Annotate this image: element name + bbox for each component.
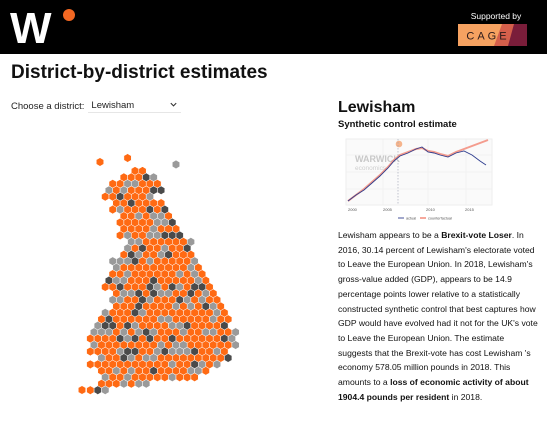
district-hex[interactable] — [116, 230, 125, 240]
district-hex[interactable] — [78, 385, 86, 395]
uk-hex-map[interactable] — [60, 150, 270, 400]
district-hex[interactable] — [172, 159, 180, 170]
chevron-down-icon — [170, 102, 177, 107]
district-hex[interactable] — [212, 359, 221, 369]
brexit-status: Brexit-vote Loser — [441, 230, 512, 240]
cage-logo[interactable]: CAGE — [458, 24, 527, 46]
district-hex[interactable] — [93, 385, 102, 395]
chart-subtitle: Synthetic control estimate — [338, 119, 457, 130]
district-chooser-label: Choose a district: — [11, 100, 85, 112]
legend-actual-label: actual — [406, 217, 416, 221]
counterfactual-series — [347, 139, 489, 202]
district-hex[interactable] — [175, 372, 184, 382]
page-title: District-by-district estimates — [11, 62, 268, 83]
chart-year-tick: 2000 — [348, 207, 358, 212]
district-hex[interactable] — [168, 372, 177, 382]
district-name: Lewisham — [338, 99, 416, 116]
chart-year-tick: 2010 — [426, 207, 436, 212]
district-hex[interactable] — [134, 379, 143, 389]
district-hex[interactable] — [123, 153, 132, 163]
actual-series — [347, 146, 487, 202]
svg-text:W: W — [10, 6, 52, 48]
legend-counterfactual-label: counterfactual — [428, 217, 452, 221]
chart-watermark-dot — [395, 140, 403, 148]
district-hex[interactable] — [101, 282, 110, 292]
district-hex[interactable] — [153, 372, 162, 382]
district-hex[interactable] — [190, 372, 199, 382]
svg-text:CAGE: CAGE — [466, 31, 509, 43]
supported-by-label: Supported by — [470, 11, 522, 21]
district-description: Lewisham appears to be a Brexit-vote Los… — [338, 230, 538, 402]
chart-year-tick: 2005 — [383, 207, 393, 212]
loss-per-resident: loss of economic activity of about 1904.… — [338, 377, 529, 402]
district-hex[interactable] — [101, 192, 110, 202]
header-bar: W Supported by CAGE — [0, 0, 547, 54]
district-hex[interactable] — [112, 379, 121, 389]
district-hex[interactable] — [86, 346, 95, 357]
warwick-economics-logo[interactable]: W — [10, 6, 76, 48]
district-select[interactable]: Lewisham — [88, 99, 182, 113]
district-hex[interactable] — [127, 379, 136, 389]
district-hex[interactable] — [101, 385, 110, 395]
district-hex[interactable] — [86, 385, 95, 395]
district-hex[interactable] — [119, 379, 128, 389]
district-hex[interactable] — [142, 379, 151, 389]
district-hex[interactable] — [86, 359, 95, 369]
district-hex[interactable] — [224, 353, 233, 363]
district-hex[interactable] — [201, 366, 210, 376]
chart-watermark-sub: economics — [355, 165, 387, 172]
district-select-value: Lewisham — [91, 100, 135, 111]
district-hex[interactable] — [157, 185, 166, 195]
chart-watermark: WARWICK — [355, 154, 400, 164]
district-chooser: Choose a district: Lewisham — [11, 99, 182, 113]
district-hex[interactable] — [108, 205, 117, 215]
district-hex[interactable] — [183, 372, 192, 382]
synthetic-control-chart: WARWICK economics 2000 2005 2010 2015 ac… — [338, 135, 496, 223]
district-hex[interactable] — [231, 340, 240, 350]
chart-year-tick: 2015 — [465, 207, 475, 212]
district-hex[interactable] — [160, 372, 169, 382]
district-hex[interactable] — [96, 157, 104, 167]
